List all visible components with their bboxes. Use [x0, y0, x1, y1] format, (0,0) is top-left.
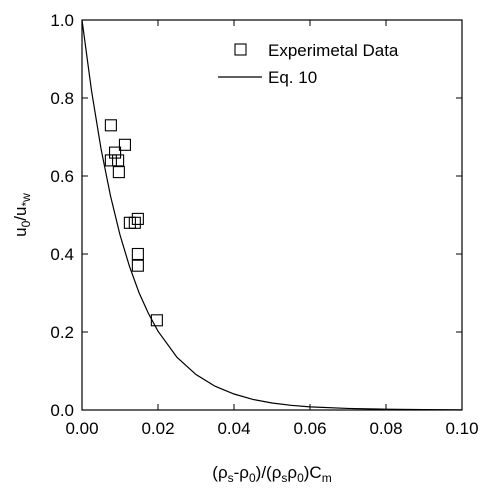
y-tick-label: 0.2	[50, 323, 74, 342]
x-axis-label-part: )/(ρ	[256, 463, 282, 482]
y-axis-label-part: /u	[11, 207, 30, 221]
y-tick-label: 0.0	[50, 401, 74, 420]
x-tick-label: 0.06	[293, 419, 326, 438]
data-point	[128, 216, 141, 229]
data-point	[109, 146, 122, 159]
x-axis-label-sub: 0	[249, 471, 256, 485]
x-axis-label-part: -ρ	[234, 463, 249, 482]
y-tick-label: 0.8	[50, 89, 74, 108]
x-axis-label-sub: 0	[297, 471, 304, 485]
x-axis-label: (ρs-ρ0)/(ρsρ0)Cm	[212, 463, 331, 485]
y-tick-label: 1.0	[50, 11, 74, 30]
data-point	[112, 166, 125, 179]
x-tick-label: 0.04	[217, 419, 250, 438]
y-axis-label-sub: *w	[19, 193, 33, 207]
y-tick-label: 0.6	[50, 167, 74, 186]
x-axis-label-sub: s	[228, 471, 234, 485]
x-axis-label-sub: s	[281, 471, 287, 485]
data-point	[131, 212, 144, 225]
data-point	[131, 247, 144, 261]
x-axis-label-part: ρ	[287, 463, 297, 482]
data-point	[118, 138, 131, 151]
x-tick-label: 0.08	[369, 419, 402, 438]
x-axis-label-part: (ρ	[212, 463, 227, 482]
y-axis-label-sub: 0	[19, 220, 33, 227]
data-point	[131, 259, 144, 272]
y-tick-label: 0.4	[50, 245, 74, 264]
y-axis-label: u0/u*w	[11, 193, 33, 237]
x-axis-label-sub: m	[322, 471, 332, 485]
legend-label: Experimetal Data	[268, 41, 399, 60]
plot-frame	[81, 19, 463, 411]
legend-marker	[234, 43, 247, 56]
data-point	[150, 314, 163, 327]
x-tick-label: 0.02	[141, 419, 174, 438]
y-axis-label-part: u	[11, 227, 30, 236]
x-axis-label-part: )C	[304, 463, 322, 482]
x-tick-label: 0.00	[65, 419, 98, 438]
data-point	[112, 154, 125, 167]
data-point	[123, 216, 136, 229]
legend-label: Eq. 10	[268, 68, 317, 87]
x-tick-label: 0.10	[445, 419, 478, 438]
data-point	[104, 119, 117, 132]
curve	[81, 19, 463, 411]
data-point	[104, 154, 117, 167]
